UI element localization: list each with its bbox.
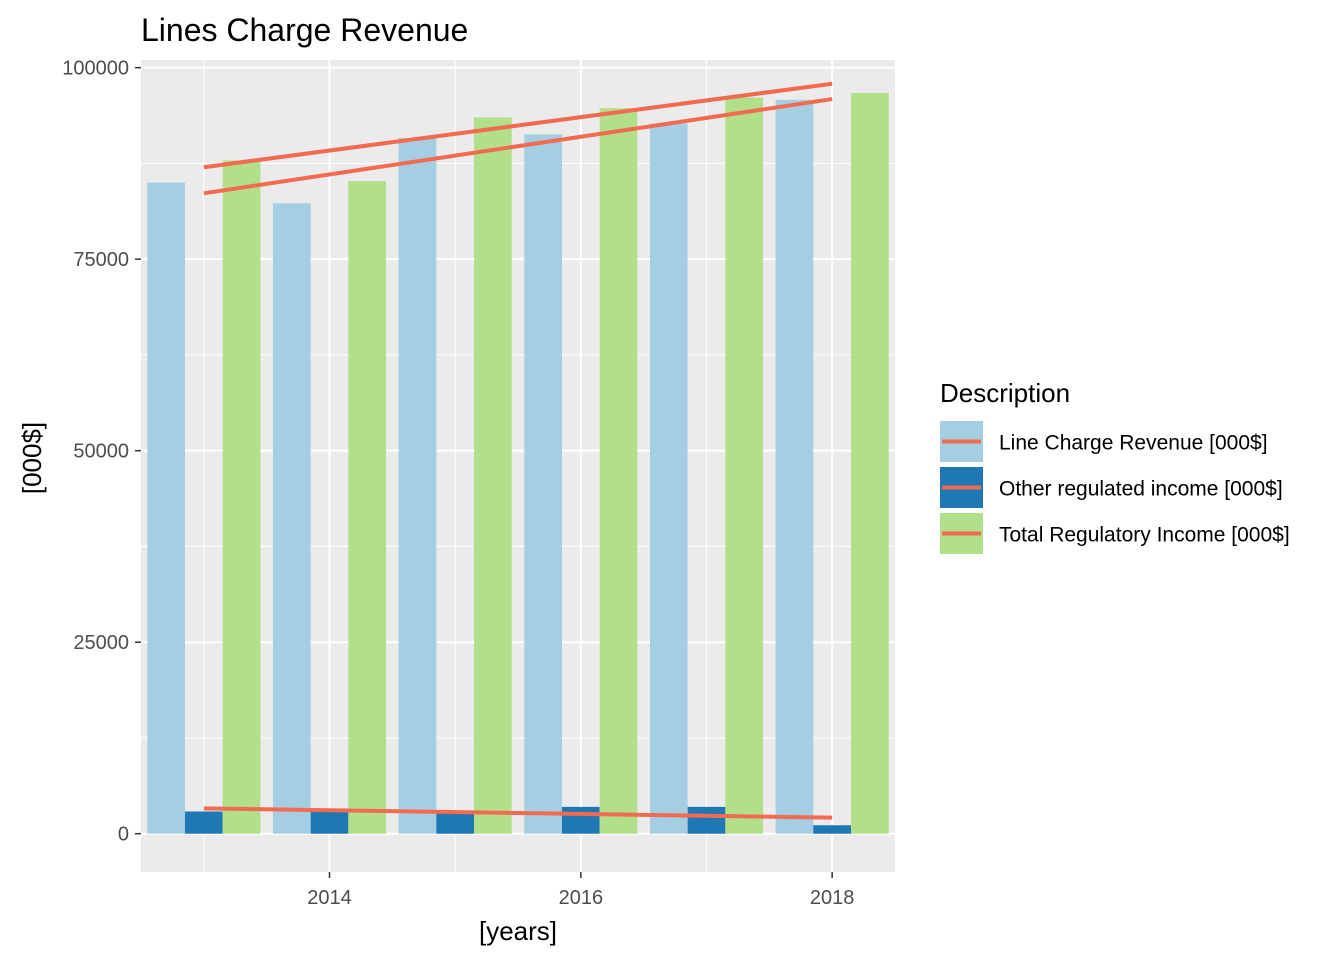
y-tick-label: 0 (118, 824, 129, 846)
bar-3-2017 (725, 97, 764, 834)
bar-2-2014 (310, 811, 349, 834)
bar-3-2015 (474, 117, 512, 834)
bar-1-2016 (524, 134, 562, 834)
x-tick-label: 2018 (810, 887, 855, 909)
bar-2-2015 (436, 813, 475, 834)
bar-1-2017 (649, 123, 688, 834)
trend-line-2 (203, 806, 833, 820)
legend-label-3: Total Regulatory Income [000$] (999, 524, 1290, 547)
x-tick-label: 2016 (559, 887, 604, 909)
bar-1-2013 (147, 182, 185, 834)
y-tick-label: 50000 (73, 441, 129, 463)
x-axis-title: [years] (479, 916, 557, 946)
trend-line-1 (203, 81, 833, 170)
chart-title: Lines Charge Revenue (141, 12, 468, 48)
bar-3-2018 (851, 92, 889, 834)
bar-3-2014 (348, 181, 387, 834)
legend-label-2: Other regulated income [000$] (999, 478, 1283, 501)
bar-2-2018 (813, 825, 852, 834)
bar-3-2013 (222, 160, 261, 834)
y-tick-label: 75000 (73, 249, 129, 271)
bar-2-2013 (184, 811, 223, 834)
bars (147, 92, 889, 834)
legend-title: Description (940, 378, 1070, 408)
y-tick-label: 25000 (73, 632, 129, 654)
minor-gridlines (141, 60, 895, 872)
bar-1-2014 (272, 203, 311, 834)
legend: Description Line Charge Revenue [000$] Ot… (940, 378, 1290, 554)
trend-line-3 (203, 97, 833, 196)
y-axis: 0 25000 50000 75000 100000 (62, 58, 141, 846)
x-axis: 2014 2016 2018 (307, 872, 854, 909)
bar-2-2017 (687, 806, 726, 834)
y-axis-title: [000$] (17, 422, 47, 494)
bar-3-2016 (599, 108, 638, 834)
y-tick-label: 100000 (62, 58, 129, 80)
bar-2-2016 (561, 806, 600, 834)
bar-1-2018 (775, 99, 814, 834)
trend-lines (203, 81, 833, 820)
plot-panel (141, 60, 895, 872)
legend-label-1: Line Charge Revenue [000$] (999, 432, 1268, 455)
major-gridlines (141, 60, 895, 872)
bar-1-2015 (398, 138, 437, 834)
x-tick-label: 2014 (307, 887, 352, 909)
